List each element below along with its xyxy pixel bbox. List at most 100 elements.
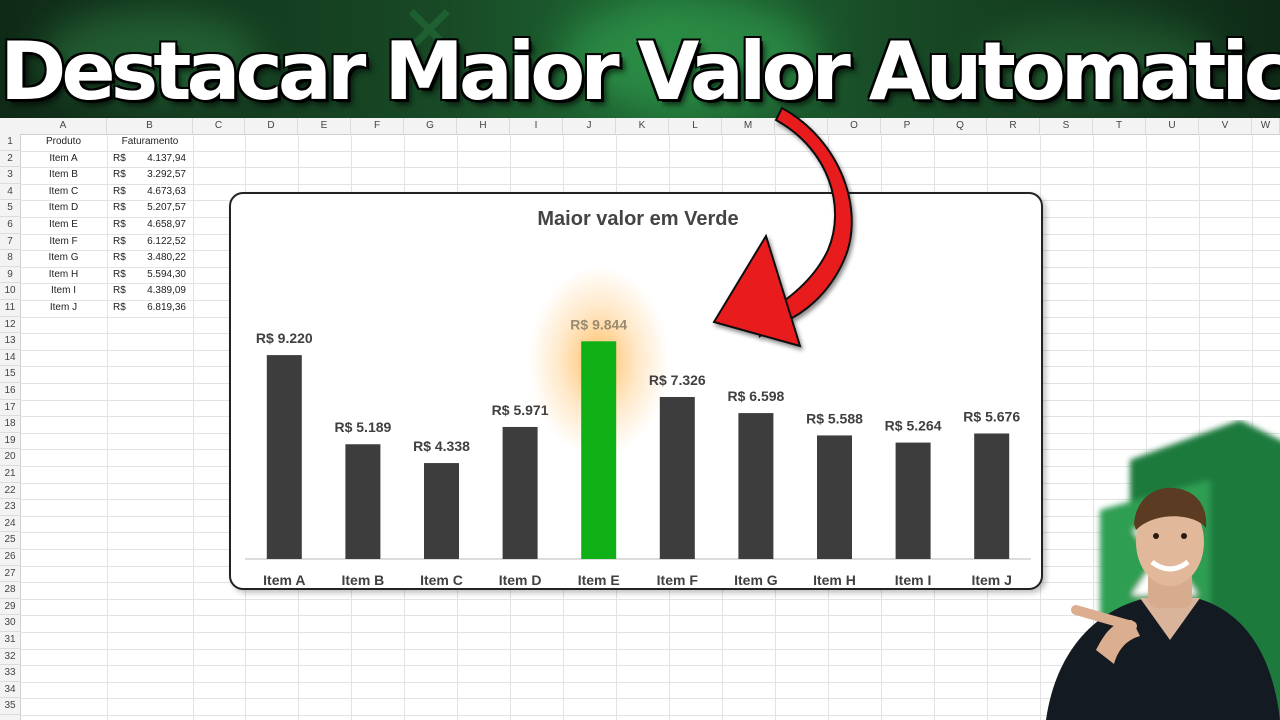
column-header-h[interactable]: H: [457, 118, 510, 134]
cell-currency[interactable]: R$: [113, 302, 126, 313]
cell-revenue[interactable]: 6.122,52: [147, 235, 186, 247]
column-header-t[interactable]: T: [1093, 118, 1146, 134]
cell-product[interactable]: Item I: [50, 285, 76, 297]
bar[interactable]: [974, 433, 1010, 559]
column-header-f[interactable]: F: [351, 118, 404, 134]
row-header-17[interactable]: 17: [0, 400, 20, 417]
cell-revenue[interactable]: 3.480,22: [147, 252, 186, 264]
bar[interactable]: [895, 442, 931, 559]
column-header-g[interactable]: G: [404, 118, 457, 134]
row-header-25[interactable]: 25: [0, 532, 20, 549]
row-header-21[interactable]: 21: [0, 466, 20, 483]
cell-product[interactable]: Item F: [49, 235, 78, 247]
row-header-15[interactable]: 15: [0, 366, 20, 383]
column-header-o[interactable]: O: [828, 118, 881, 134]
cell-currency[interactable]: R$: [113, 219, 126, 230]
row-header-7[interactable]: 7: [0, 234, 20, 251]
row-header-12[interactable]: 12: [0, 317, 20, 334]
cell-product[interactable]: Item J: [49, 302, 78, 313]
column-header-l[interactable]: L: [669, 118, 722, 134]
cell-revenue[interactable]: 4.389,09: [147, 285, 186, 297]
column-header-e[interactable]: E: [298, 118, 351, 134]
cell-revenue[interactable]: 3.292,57: [147, 169, 186, 181]
cell-currency[interactable]: R$: [113, 252, 126, 264]
column-header-i[interactable]: I: [510, 118, 563, 134]
column-header-j[interactable]: J: [563, 118, 616, 134]
column-header-m[interactable]: M: [722, 118, 775, 134]
column-header-q[interactable]: Q: [934, 118, 987, 134]
cell-product[interactable]: Item D: [48, 202, 79, 214]
cell-product[interactable]: Item C: [48, 185, 79, 197]
bar[interactable]: [817, 435, 852, 559]
column-header-w[interactable]: W: [1252, 118, 1280, 134]
row-header-19[interactable]: 19: [0, 433, 20, 450]
row-header-27[interactable]: 27: [0, 566, 20, 583]
bar[interactable]: [738, 413, 774, 559]
column-header-k[interactable]: K: [616, 118, 669, 134]
column-header-s[interactable]: S: [1040, 118, 1093, 134]
cell-product[interactable]: Item H: [48, 268, 79, 280]
row-header-29[interactable]: 29: [0, 599, 20, 616]
row-header-26[interactable]: 26: [0, 549, 20, 566]
cell-product[interactable]: Item G: [48, 252, 79, 264]
column-header-p[interactable]: P: [881, 118, 934, 134]
bar-highlight[interactable]: [581, 341, 617, 559]
row-header-33[interactable]: 33: [0, 665, 20, 682]
row-header-13[interactable]: 13: [0, 333, 20, 350]
row-header-28[interactable]: 28: [0, 582, 20, 599]
cell-currency[interactable]: R$: [113, 152, 126, 164]
cell-product[interactable]: Item E: [49, 219, 78, 230]
row-header-9[interactable]: 9: [0, 267, 20, 284]
row-header-8[interactable]: 8: [0, 250, 20, 267]
cell-currency[interactable]: R$: [113, 185, 126, 197]
column-header-r[interactable]: R: [987, 118, 1040, 134]
cell-revenue[interactable]: 5.594,30: [147, 268, 186, 280]
row-header-22[interactable]: 22: [0, 483, 20, 500]
cell-revenue[interactable]: 4.137,94: [147, 152, 186, 164]
row-header-11[interactable]: 11: [0, 300, 20, 317]
cell-currency[interactable]: R$: [113, 268, 126, 280]
row-header-1[interactable]: 1: [0, 134, 20, 151]
row-header-20[interactable]: 20: [0, 449, 20, 466]
cell-revenue[interactable]: 6.819,36: [147, 302, 186, 313]
row-header-24[interactable]: 24: [0, 516, 20, 533]
row-header-4[interactable]: 4: [0, 184, 20, 201]
column-header-b[interactable]: B: [107, 118, 193, 134]
row-header-31[interactable]: 31: [0, 632, 20, 649]
row-header-10[interactable]: 10: [0, 283, 20, 300]
row-header-23[interactable]: 23: [0, 499, 20, 516]
bar[interactable]: [502, 426, 538, 559]
cell-revenue[interactable]: 4.673,63: [147, 185, 186, 197]
cell-product[interactable]: Item B: [49, 169, 78, 181]
bar[interactable]: [266, 355, 302, 559]
cell-currency[interactable]: R$: [113, 285, 126, 297]
row-header-30[interactable]: 30: [0, 615, 20, 632]
row-header-5[interactable]: 5: [0, 200, 20, 217]
bar[interactable]: [424, 463, 459, 559]
row-header-6[interactable]: 6: [0, 217, 20, 234]
row-header-14[interactable]: 14: [0, 350, 20, 367]
column-header-v[interactable]: V: [1199, 118, 1252, 134]
row-header-3[interactable]: 3: [0, 167, 20, 184]
cell-currency[interactable]: R$: [113, 235, 126, 247]
column-header-a[interactable]: A: [20, 118, 107, 134]
row-header-34[interactable]: 34: [0, 682, 20, 699]
column-header-c[interactable]: C: [193, 118, 245, 134]
cell-header-product[interactable]: Produto: [45, 136, 82, 147]
cell-product[interactable]: Item A: [49, 152, 78, 164]
bar[interactable]: [345, 444, 381, 559]
chart-container[interactable]: R$ 9.220 Item A R$ 5.189 Item B R$ 4.338 Item…: [229, 192, 1043, 590]
cell-currency[interactable]: R$: [113, 202, 126, 214]
cell-revenue[interactable]: 5.207,57: [147, 202, 186, 214]
row-header-2[interactable]: 2: [0, 151, 20, 168]
column-header-u[interactable]: U: [1146, 118, 1199, 134]
row-header-18[interactable]: 18: [0, 416, 20, 433]
column-header-d[interactable]: D: [245, 118, 298, 134]
bar[interactable]: [659, 396, 695, 559]
row-header-16[interactable]: 16: [0, 383, 20, 400]
row-header-35[interactable]: 35: [0, 698, 20, 715]
cell-header-revenue[interactable]: Faturamento: [121, 136, 179, 147]
row-header-32[interactable]: 32: [0, 649, 20, 666]
cell-revenue[interactable]: 4.658,97: [147, 219, 186, 230]
cell-currency[interactable]: R$: [113, 169, 126, 181]
